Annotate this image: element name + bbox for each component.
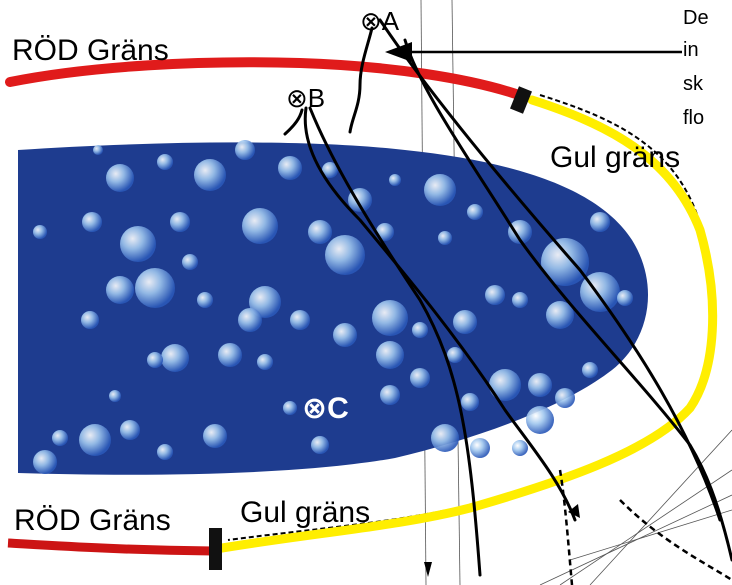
bubble <box>431 424 459 452</box>
bubble <box>283 401 297 415</box>
bubble <box>555 388 575 408</box>
point-c-label: ⊗C <box>302 392 349 425</box>
bubble <box>33 225 47 239</box>
svg-text:flo: flo <box>683 107 704 129</box>
bottom-border-marker <box>209 528 222 570</box>
small-arrowheads <box>424 504 580 577</box>
label-red-border-bottom: RÖD Gräns <box>14 504 171 537</box>
bubble-group <box>33 140 633 474</box>
bubble <box>135 268 175 308</box>
bubble <box>410 368 430 388</box>
bubble <box>453 310 477 334</box>
bubble <box>617 290 633 306</box>
point-a-label: ⊗A <box>360 6 400 36</box>
bubble <box>512 292 528 308</box>
bubble <box>242 208 278 244</box>
top-border-marker <box>510 86 532 114</box>
bubble <box>161 344 189 372</box>
bubble <box>82 212 102 232</box>
red-border-top <box>5 57 527 101</box>
bubble <box>470 438 490 458</box>
svg-text:sk: sk <box>683 73 704 95</box>
bubble <box>438 231 452 245</box>
yellow-border <box>217 95 718 553</box>
bubble <box>203 424 227 448</box>
bubble <box>182 254 198 270</box>
bubble <box>157 154 173 170</box>
dashed-lines <box>558 469 732 585</box>
bubble <box>447 347 463 363</box>
cable-lines <box>283 18 732 577</box>
bubble <box>93 145 103 155</box>
bubble <box>238 308 262 332</box>
bubble <box>278 156 302 180</box>
bubble <box>257 354 273 370</box>
point-b-label: ⊗B <box>286 83 325 113</box>
bubble <box>52 430 68 446</box>
label-yellow-border-right: Gul gräns <box>550 141 680 174</box>
bubble <box>218 343 242 367</box>
bubble <box>235 140 255 160</box>
red-border-bottom <box>7 538 214 556</box>
bubble <box>512 440 528 456</box>
bubble <box>79 424 111 456</box>
bubble <box>424 174 456 206</box>
bubble <box>249 286 281 318</box>
bubble <box>325 235 365 275</box>
bubble <box>528 373 552 397</box>
bubble <box>170 212 190 232</box>
bubble <box>120 226 156 262</box>
bubble <box>290 310 310 330</box>
svg-text:in: in <box>683 39 699 61</box>
bubble <box>322 162 338 178</box>
bubble <box>489 369 521 401</box>
bubble <box>197 292 213 308</box>
bubble <box>485 285 505 305</box>
bubble <box>109 390 121 402</box>
bubble <box>147 352 163 368</box>
bubble <box>81 311 99 329</box>
bubble <box>541 238 589 286</box>
bubble <box>546 301 574 329</box>
bubble <box>106 164 134 192</box>
bubble <box>412 322 428 338</box>
bubble <box>120 420 140 440</box>
bubble <box>157 444 173 460</box>
bubble <box>582 362 598 378</box>
label-red-border-top: RÖD Gräns <box>12 34 169 67</box>
note-text: De in sk flo <box>683 7 709 129</box>
bubble <box>526 406 554 434</box>
bubble <box>590 212 610 232</box>
bubble <box>508 220 532 244</box>
bubble <box>194 159 226 191</box>
bubble <box>106 276 134 304</box>
bubble <box>33 450 57 474</box>
bubble <box>376 341 404 369</box>
bubble <box>380 385 400 405</box>
arrow-to-a <box>385 42 682 62</box>
bubble <box>333 323 357 347</box>
bubble <box>461 393 479 411</box>
bubble <box>311 436 329 454</box>
bubble <box>389 174 401 186</box>
label-yellow-border-bottom: Gul gräns <box>240 496 370 529</box>
svg-text:De: De <box>683 7 709 29</box>
bubble <box>467 204 483 220</box>
bubble <box>308 220 332 244</box>
bubble <box>372 300 408 336</box>
